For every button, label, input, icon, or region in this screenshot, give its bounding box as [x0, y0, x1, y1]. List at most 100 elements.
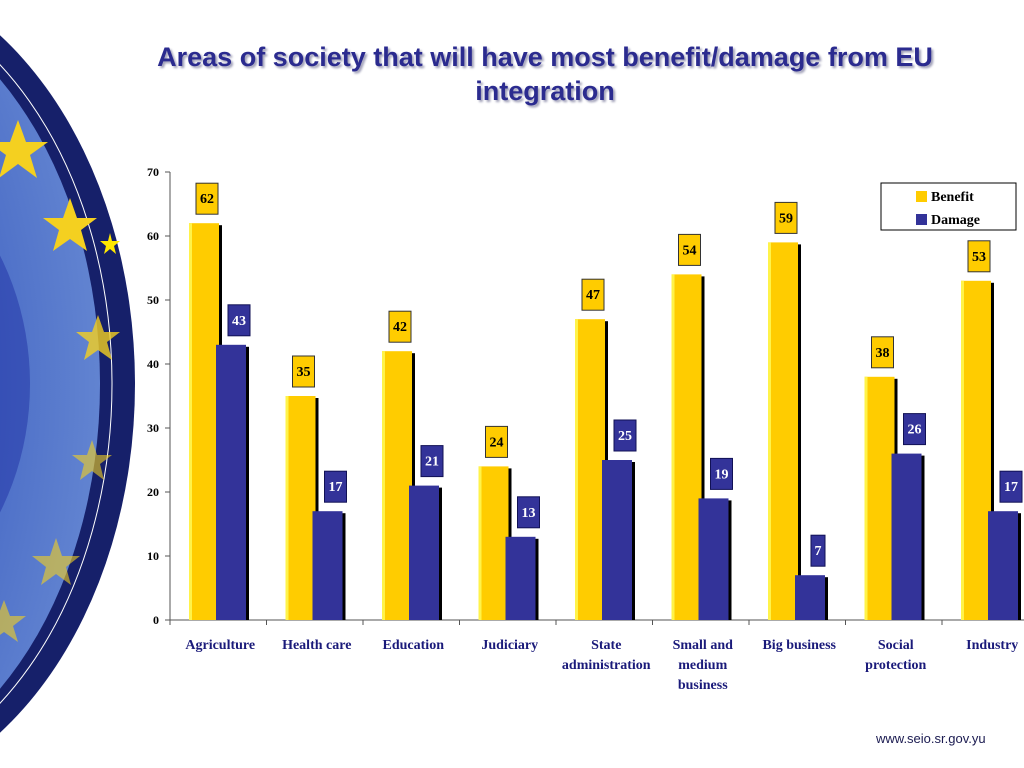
- data-label: 43: [232, 314, 246, 329]
- data-label: 59: [779, 211, 793, 226]
- data-label-box: [517, 496, 540, 529]
- data-label-box: [999, 470, 1023, 503]
- data-label: 17: [1004, 480, 1018, 495]
- category-group: 35 17 Health care: [282, 355, 351, 653]
- y-tick-label: 50: [147, 293, 159, 307]
- data-label: 13: [522, 506, 536, 521]
- data-label: 35: [297, 365, 311, 380]
- data-label-box: [485, 425, 508, 458]
- bar-highlight: [382, 351, 385, 620]
- damage-bar: [505, 536, 536, 620]
- legend-swatch: [916, 191, 927, 202]
- data-label-box: [195, 182, 219, 215]
- x-tick-label: Social: [878, 638, 914, 653]
- bar-highlight: [768, 242, 771, 620]
- flag-inner-circle: [0, 255, 30, 513]
- data-label-box: [292, 355, 315, 388]
- damage-bar: [795, 575, 825, 620]
- x-tick-label: business: [678, 678, 728, 693]
- x-tick-label: Judiciary: [481, 638, 538, 653]
- x-tick-label: Health care: [282, 638, 351, 653]
- x-tick-label: Small and: [673, 638, 734, 653]
- legend: Benefit Damage: [880, 182, 1017, 231]
- flag-stars: [0, 120, 120, 642]
- category-group: 53 17 Industry: [961, 240, 1023, 653]
- damage-bar: [409, 485, 439, 620]
- x-tick-label: Industry: [966, 638, 1018, 653]
- category-group: 24 13 Judiciary: [478, 425, 540, 653]
- y-tick-label: 40: [147, 357, 159, 371]
- data-label: 21: [425, 455, 439, 470]
- damage-bar: [988, 511, 1018, 620]
- category-group: 59 7 Big business: [762, 201, 837, 653]
- star-icon: [0, 120, 48, 178]
- data-label-box: [678, 233, 701, 266]
- bar-highlight: [671, 274, 675, 620]
- data-label-box: [324, 470, 347, 503]
- data-label: 38: [876, 346, 890, 361]
- damage-bar: [602, 460, 632, 620]
- data-label-box: [903, 413, 926, 446]
- legend-swatch: [916, 214, 927, 225]
- data-label: 47: [586, 288, 600, 303]
- footer-url[interactable]: www.seio.sr.gov.yu: [876, 731, 986, 746]
- damage-bar: [698, 498, 729, 620]
- x-tick-label: medium: [678, 658, 727, 673]
- data-label-box: [227, 304, 251, 337]
- y-tick-label: 70: [147, 165, 159, 179]
- data-label: 17: [329, 480, 343, 495]
- data-label: 25: [618, 429, 632, 444]
- bar-highlight: [478, 466, 482, 620]
- damage-bar: [891, 453, 922, 620]
- star-icon: [72, 440, 112, 480]
- benefit-bar: [671, 274, 702, 620]
- data-label: 42: [393, 320, 407, 335]
- category-group: 42 21 Education: [382, 310, 444, 653]
- chart-title: Areas of society that will have most ben…: [157, 42, 933, 106]
- flag-ring-line: [0, 64, 113, 704]
- star-icon: [43, 198, 97, 251]
- data-label-box: [581, 278, 605, 311]
- data-label: 7: [815, 544, 822, 559]
- x-tick-label: administration: [562, 658, 651, 673]
- y-tick-label: 30: [147, 421, 159, 435]
- data-label-box: [420, 445, 444, 478]
- benefit-bar: [478, 466, 509, 620]
- benefit-bar: [768, 242, 798, 620]
- category-group: 47 25 State administration: [562, 278, 651, 673]
- category-group: 38 26 Social protection: [864, 336, 927, 673]
- x-tick-label: State: [591, 638, 621, 653]
- data-label-box: [710, 457, 733, 490]
- eu-flag-decoration: [0, 35, 135, 733]
- x-tick-label: Agriculture: [185, 638, 255, 653]
- benefit-bar: [864, 376, 895, 620]
- bar-highlight: [285, 396, 289, 620]
- x-tick-label: protection: [865, 658, 926, 673]
- y-tick-label: 60: [147, 229, 159, 243]
- bar-highlight: [864, 376, 868, 620]
- category-group: 54 19 Small and medium business: [671, 233, 734, 693]
- star-icon: [0, 600, 26, 642]
- data-label-box: [388, 310, 412, 343]
- star-icon: [32, 538, 80, 585]
- data-label: 53: [972, 250, 986, 265]
- data-label: 24: [490, 435, 504, 450]
- category-group: 62 43 Agriculture: [185, 182, 255, 653]
- legend-label: Benefit: [931, 190, 974, 205]
- damage-bar: [312, 511, 343, 620]
- benefit-bar: [285, 396, 316, 620]
- bar-highlight: [189, 223, 192, 620]
- x-tick-label: Big business: [762, 638, 836, 653]
- benefit-bar: [189, 223, 219, 620]
- data-label: 54: [683, 243, 697, 258]
- y-tick-label: 10: [147, 549, 159, 563]
- damage-bar: [216, 344, 246, 620]
- data-label: 26: [908, 423, 922, 438]
- data-label-box: [613, 419, 637, 452]
- data-label-box: [810, 534, 826, 567]
- small-star-icon: [100, 233, 120, 254]
- bar-highlight: [961, 280, 964, 620]
- data-label: 62: [200, 192, 214, 207]
- benefit-bar: [575, 319, 605, 620]
